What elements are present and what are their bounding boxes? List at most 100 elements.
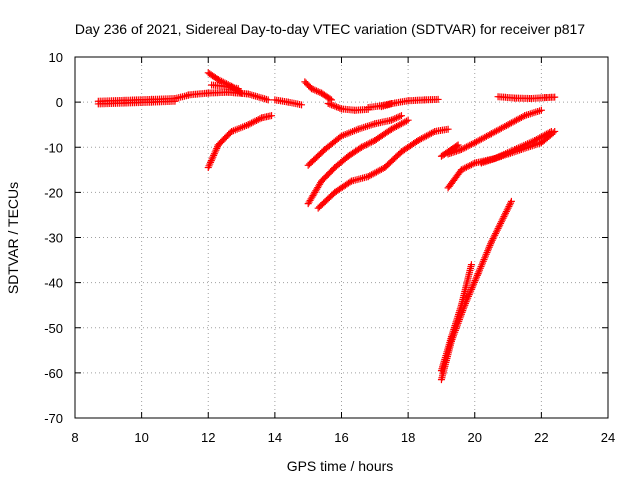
plus-marker [429,128,437,136]
plus-marker [469,160,477,168]
x-tick-label: 14 [268,430,282,445]
plus-marker [461,164,469,172]
plus-marker [492,230,500,238]
plus-marker [457,166,465,174]
plus-marker [491,231,499,239]
plus-marker [394,113,402,121]
plus-marker [501,211,509,219]
plus-marker [497,218,505,226]
plus-marker [494,224,502,232]
chart-title: Day 236 of 2021, Sidereal Day-to-day VTE… [75,21,585,37]
plus-marker [246,120,254,128]
plus-marker [466,141,474,149]
plus-marker [248,119,256,127]
plus-marker [457,146,465,154]
plus-marker [459,145,467,153]
plus-marker [506,201,514,209]
data-track [477,127,559,167]
plus-marker [500,213,508,221]
x-tick-label: 18 [401,430,415,445]
plus-marker [464,162,472,170]
plus-marker [502,208,510,216]
plus-marker [488,236,496,244]
data-track [324,99,372,114]
plot-frame [74,56,609,419]
x-axis-label: GPS time / hours [287,458,394,474]
plus-marker [268,112,276,120]
plus-marker [329,102,337,110]
plus-marker [462,163,470,171]
plus-marker [502,209,510,217]
plus-marker [504,204,512,212]
plus-marker [244,121,252,129]
plus-marker [253,116,261,124]
plus-marker [308,85,316,93]
data-track [437,261,475,375]
plus-marker [397,112,405,120]
plus-marker [367,138,375,146]
plus-marker [467,140,475,148]
data-track [204,112,276,172]
plus-marker [313,87,321,95]
plus-marker [309,85,317,93]
x-tick-label: 8 [71,430,78,445]
plus-marker [497,219,505,227]
plus-marker [311,86,319,94]
plus-marker [466,162,474,170]
plus-marker [362,141,370,149]
data-track [301,78,336,104]
plus-marker [402,117,410,125]
plus-marker [498,216,506,224]
data-track [304,116,412,208]
plus-marker [328,101,336,109]
y-tick-labels: 10 0 -10 -20 -30 -40 -50 -60 -70 [44,50,63,426]
grid-lines [75,57,608,418]
y-tick-label: -30 [44,231,63,246]
plus-marker [503,206,511,214]
y-tick-label: -10 [44,140,63,155]
plus-marker [359,142,367,150]
y-tick-label: -70 [44,411,63,426]
plus-marker [461,144,469,152]
plus-marker [324,99,332,107]
plus-marker [346,178,354,186]
plus-marker [392,114,400,122]
plus-marker [459,165,467,173]
plus-marker [251,117,259,125]
plus-marker [495,223,503,231]
plus-marker [249,118,257,126]
y-tick-label: 0 [56,95,63,110]
plus-marker [492,228,500,236]
y-axis-label: SDTVAR / TECUs [5,182,21,294]
plus-marker [171,97,179,105]
plus-marker [256,115,264,123]
plus-marker [254,116,262,124]
x-tick-label: 24 [601,430,615,445]
plus-marker [389,115,397,123]
y-tick-label: 10 [49,50,63,65]
plus-marker [551,93,559,101]
plus-marker [396,112,404,120]
data-track [271,96,306,109]
plus-marker [467,261,475,269]
plus-marker [234,85,242,93]
plus-marker [238,89,246,97]
data-track [304,112,405,169]
plus-marker [214,76,222,84]
plus-marker [331,102,339,110]
data-track [208,81,242,93]
data-track [94,97,179,108]
x-tick-label: 10 [134,430,148,445]
plus-marker [334,104,342,112]
data-track [377,95,442,111]
y-tick-label: -40 [44,276,63,291]
plus-marker [505,202,513,210]
y-tick-label: -60 [44,366,63,381]
plus-marker [489,235,497,243]
plus-marker [490,233,498,241]
plus-marker [434,95,442,103]
plus-marker [236,88,244,96]
